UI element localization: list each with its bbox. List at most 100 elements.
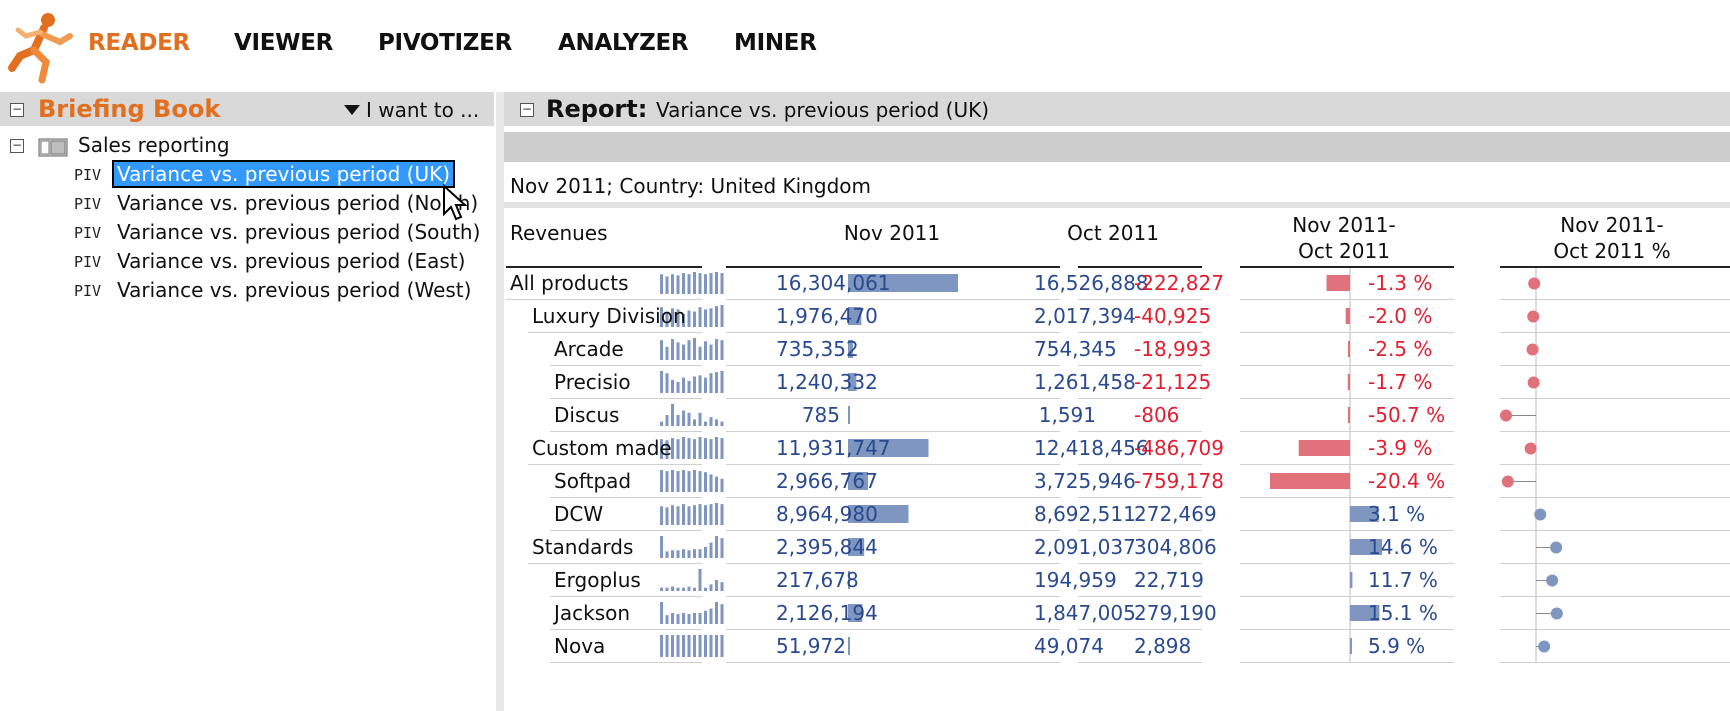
sparkline-bar [704, 377, 708, 393]
delta-value: -40,925 [1134, 304, 1212, 328]
sparkline-bar [698, 635, 702, 657]
row-label: DCW [554, 502, 604, 526]
collapse-folder-icon[interactable]: − [10, 138, 24, 153]
nav-pivotizer[interactable]: PIVOTIZER [378, 30, 513, 56]
sparkline-bar [687, 412, 691, 426]
row-label: Discus [554, 403, 620, 427]
header-delta: Nov 2011- Oct 2011 [1244, 212, 1444, 264]
pct-dot [1538, 640, 1551, 653]
sparkline-bar [693, 439, 697, 459]
sparkline-bar [676, 275, 680, 294]
sparkline-bar [665, 276, 669, 294]
sparkline-bar [693, 549, 697, 558]
current-value-bar [848, 274, 958, 292]
delta-bar [1350, 605, 1380, 621]
sparkline-bar [687, 340, 691, 360]
sparkline-bar [660, 421, 664, 426]
delta-value: -486,709 [1134, 436, 1224, 460]
nav-miner[interactable]: MINER [734, 30, 817, 56]
sparkline-bar [687, 635, 691, 657]
sparkline-bar [709, 417, 713, 426]
sparkline-bar [704, 587, 708, 591]
pct-value: -1.7 % [1368, 370, 1433, 394]
report-filter: Nov 2011; Country: United Kingdom [510, 174, 872, 198]
pct-dot [1524, 442, 1537, 455]
panel-divider[interactable] [496, 92, 504, 711]
sparkline-bar [682, 313, 686, 327]
delta-bar [1348, 407, 1350, 423]
delta-bar [1298, 440, 1350, 456]
pct-value: -2.0 % [1368, 304, 1433, 328]
briefing-book-item[interactable]: PIV Variance vs. previous period (West) [72, 276, 492, 306]
tree-root-sales-reporting[interactable]: − Sales reporting [0, 130, 494, 160]
row-separator [550, 497, 702, 498]
pct-value: -2.5 % [1368, 337, 1433, 361]
header-pct: Nov 2011- Oct 2011 % [1494, 212, 1730, 264]
row-separator [1500, 299, 1730, 300]
sparkline-bar [682, 273, 686, 294]
nav-analyzer[interactable]: ANALYZER [558, 30, 689, 56]
briefing-book-item[interactable]: PIV Variance vs. previous period (North) [72, 189, 492, 219]
sparkline-bar [676, 471, 680, 492]
sparkline-bar [715, 536, 719, 558]
row-label: Arcade [554, 337, 624, 361]
collapse-briefing-book-icon[interactable]: − [10, 102, 24, 117]
pivot-report-icon: PIV [74, 224, 102, 242]
row-separator [1240, 299, 1454, 300]
sparkline-bar [693, 635, 697, 657]
briefing-book-item[interactable]: PIV Variance vs. previous period (UK) [72, 160, 492, 190]
sparkline-bar [671, 470, 675, 492]
row-separator [528, 464, 702, 465]
row-separator [1500, 530, 1730, 531]
collapse-report-icon[interactable]: − [520, 102, 534, 117]
nav-viewer[interactable]: VIEWER [234, 30, 334, 56]
current-value-bar [848, 637, 850, 655]
sparkline-bar [693, 311, 697, 327]
pct-value: 11.7 % [1368, 568, 1438, 592]
delta-value: -18,993 [1134, 337, 1212, 361]
sparkline-bar [660, 536, 664, 558]
row-separator [726, 299, 1060, 300]
current-value-bar [848, 439, 929, 457]
top-navigation: READER VIEWER PIVOTIZER ANALYZER MINER [0, 0, 1730, 86]
sparkline-bar [665, 373, 669, 393]
briefing-book-item[interactable]: PIV Variance vs. previous period (East) [72, 247, 492, 277]
sparkline-bar [682, 549, 686, 558]
row-separator [1078, 365, 1202, 366]
pct-dot [1550, 607, 1563, 620]
pct-value: 15.1 % [1368, 601, 1438, 625]
sparkline-bar [704, 472, 708, 492]
sparkline-bar [709, 373, 713, 393]
row-separator [1078, 332, 1202, 333]
sparkline-bar [665, 551, 669, 558]
current-value: 2,126,194 [776, 601, 878, 625]
row-label: Custom made [532, 436, 672, 460]
sparkline-bar [660, 587, 664, 591]
header-delta-line2: Oct 2011 [1298, 239, 1390, 263]
sparkline-bar [704, 438, 708, 459]
sparkline-bar [671, 505, 675, 525]
sparkline-bar [709, 542, 713, 558]
sparkline-bar [671, 613, 675, 624]
sparkline-bar [660, 635, 664, 657]
delta-value: 279,190 [1134, 601, 1217, 625]
sparkline-bar [660, 307, 664, 327]
row-separator [1240, 530, 1454, 531]
delta-value: 304,806 [1134, 535, 1217, 559]
row-separator [1240, 431, 1454, 432]
row-separator [528, 332, 702, 333]
delta-bar [1350, 506, 1379, 522]
sparkline-bar [676, 506, 680, 525]
row-separator [550, 431, 702, 432]
nav-reader[interactable]: READER [88, 30, 190, 56]
previous-value: 194,959 [1034, 568, 1117, 592]
briefing-book-item[interactable]: PIV Variance vs. previous period (South) [72, 218, 492, 248]
row-label: All products [510, 271, 629, 295]
sparkline-bar [682, 635, 686, 657]
sparkline-bar [671, 438, 675, 459]
i-want-to-menu[interactable]: I want to ... [344, 98, 479, 122]
row-separator [1240, 365, 1454, 366]
report-panel: − Report: Variance vs. previous period (… [504, 92, 1730, 711]
sparkline-bar [687, 506, 691, 525]
report-subtitle: Variance vs. previous period (UK) [656, 98, 990, 122]
